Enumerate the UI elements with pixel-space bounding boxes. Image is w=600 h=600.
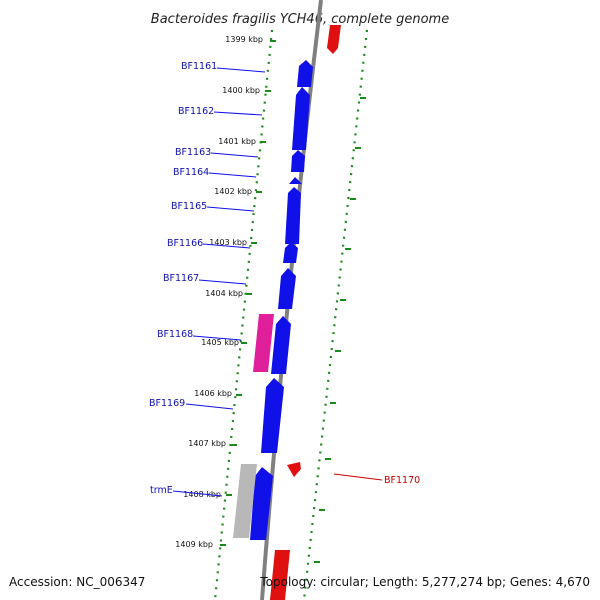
kbp-tick: 1404 kbp — [205, 289, 252, 298]
gene-arrow-BF1170[interactable] — [287, 462, 301, 477]
kbp-label: 1404 kbp — [205, 289, 243, 298]
leader-line — [333, 473, 383, 481]
gene-arrow-BF1162[interactable] — [292, 87, 310, 150]
gene-arrow-BF1164[interactable] — [289, 177, 302, 184]
gene-arrow-BF1169[interactable] — [261, 378, 284, 453]
kbp-tick: 1401 kbp — [218, 137, 266, 146]
kbp-label: 1400 kbp — [222, 86, 260, 95]
gene-arrow-BF1167[interactable] — [278, 268, 296, 309]
gene-arrow-grey[interactable] — [233, 464, 257, 538]
gene-label-BF1161[interactable]: BF1161 — [181, 61, 217, 72]
kbp-label: 1405 kbp — [201, 338, 239, 347]
kbp-label: 1406 kbp — [194, 389, 232, 398]
kbp-tick: 1407 kbp — [188, 439, 237, 448]
minus-strand-genes — [233, 60, 313, 540]
gene-arrow-BF1168-blue[interactable] — [271, 316, 291, 374]
leader-line — [210, 152, 259, 158]
outer-tick-ring-right — [302, 29, 369, 600]
kbp-tick: 1406 kbp — [194, 389, 242, 398]
gene-arrow-bottom-red[interactable] — [270, 550, 290, 600]
kbp-label: 1407 kbp — [188, 439, 226, 448]
gene-arrow-BF1161[interactable] — [297, 60, 313, 87]
kbp-label: 1403 kbp — [209, 238, 247, 247]
gene-arrow-BF1165[interactable] — [285, 187, 301, 244]
gene-labels: BF1161 BF1162 BF1163 BF1164 BF1165 BF116… — [149, 61, 420, 497]
right-ring-ticks — [314, 97, 366, 563]
topology-text: Topology: circular; Length: 5,277,274 bp… — [259, 575, 590, 589]
leader-line — [172, 490, 223, 497]
kbp-label: 1409 kbp — [175, 540, 213, 549]
leader-line — [208, 172, 257, 178]
kbp-tick: 1402 kbp — [214, 187, 262, 196]
gene-label-trmE[interactable]: trmE — [150, 485, 173, 496]
kbp-scale: 1399 kbp 1400 kbp 1401 kbp 1402 kbp 1403… — [175, 35, 276, 549]
gene-arrow-BF1166[interactable] — [283, 242, 298, 263]
kbp-label: 1399 kbp — [225, 35, 263, 44]
leader-line — [185, 403, 234, 410]
gene-arrow-trmE-blue[interactable] — [250, 467, 273, 540]
kbp-tick: 1400 kbp — [222, 86, 271, 95]
gene-label-BF1165[interactable]: BF1165 — [171, 201, 207, 212]
gene-label-BF1170[interactable]: BF1170 — [384, 475, 420, 486]
gene-arrow-BF1163[interactable] — [291, 150, 305, 172]
gene-label-BF1163[interactable]: BF1163 — [175, 147, 211, 158]
kbp-label: 1402 kbp — [214, 187, 252, 196]
plus-strand-genes — [270, 25, 341, 600]
gene-label-BF1164[interactable]: BF1164 — [173, 167, 209, 178]
gene-label-BF1167[interactable]: BF1167 — [163, 273, 199, 284]
kbp-label: 1401 kbp — [218, 137, 256, 146]
gene-label-BF1168[interactable]: BF1168 — [157, 329, 193, 340]
kbp-tick: 1403 kbp — [209, 238, 257, 247]
leader-line — [192, 335, 242, 341]
gene-label-BF1162[interactable]: BF1162 — [178, 106, 214, 117]
kbp-tick: 1409 kbp — [175, 540, 226, 549]
leader-line — [216, 67, 266, 73]
gene-arrow-top-red[interactable] — [327, 25, 341, 54]
map-title: Bacteroides fragilis YCH46, complete gen… — [151, 12, 449, 27]
leader-line — [198, 279, 247, 285]
kbp-tick: 1405 kbp — [201, 338, 247, 347]
gene-label-BF1169[interactable]: BF1169 — [149, 398, 185, 409]
accession-text: Accession: NC_006347 — [9, 575, 145, 589]
leader-line — [213, 111, 263, 116]
gene-arrow-pink[interactable] — [253, 314, 274, 372]
kbp-tick: 1408 kbp — [183, 490, 232, 499]
leader-line — [206, 206, 255, 212]
kbp-tick: 1399 kbp — [225, 35, 276, 44]
leader-line — [202, 243, 251, 249]
gene-label-BF1166[interactable]: BF1166 — [167, 238, 203, 249]
kbp-label: 1408 kbp — [183, 490, 221, 499]
